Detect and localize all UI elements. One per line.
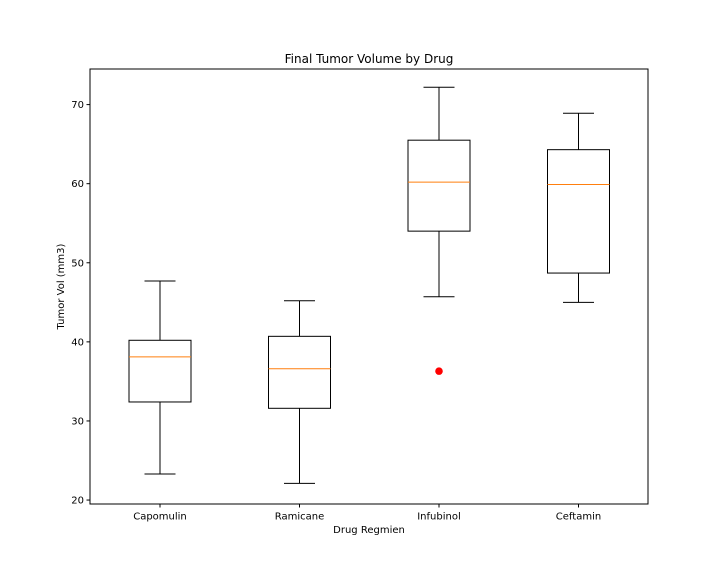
- iqr-box: [268, 335, 331, 409]
- y-axis: 20 30 40 50 60 70: [71, 100, 90, 507]
- y-axis-label: Tumor Vol (mm3): [56, 243, 67, 330]
- y-tick-label: 50: [71, 258, 84, 269]
- iqr-box: [407, 139, 471, 232]
- boxes-layer: [128, 86, 610, 484]
- chart-title: Final Tumor Volume by Drug: [285, 52, 454, 66]
- x-tick-label: Ramicane: [275, 512, 325, 523]
- box-ceftamin: [547, 112, 610, 303]
- x-tick-label: Ceftamin: [556, 512, 601, 523]
- x-axis: Capomulin Ramicane Infubinol Ceftamin: [133, 504, 601, 523]
- x-axis-label: Drug Regmien: [333, 525, 405, 536]
- iqr-box: [547, 149, 610, 274]
- x-tick-label: Capomulin: [133, 512, 187, 523]
- outlier-point: [435, 367, 443, 375]
- y-tick-label: 70: [71, 100, 84, 111]
- x-tick-label: Infubinol: [417, 512, 461, 523]
- box-ramicane: [268, 300, 331, 484]
- y-tick-label: 20: [71, 496, 84, 507]
- y-tick-label: 30: [71, 416, 84, 427]
- box-infubinol: [407, 86, 471, 375]
- box-capomulin: [128, 280, 192, 475]
- iqr-box: [128, 339, 192, 403]
- y-tick-label: 60: [71, 179, 84, 190]
- plot-area-frame: [89, 68, 649, 505]
- y-tick-label: 40: [71, 337, 84, 348]
